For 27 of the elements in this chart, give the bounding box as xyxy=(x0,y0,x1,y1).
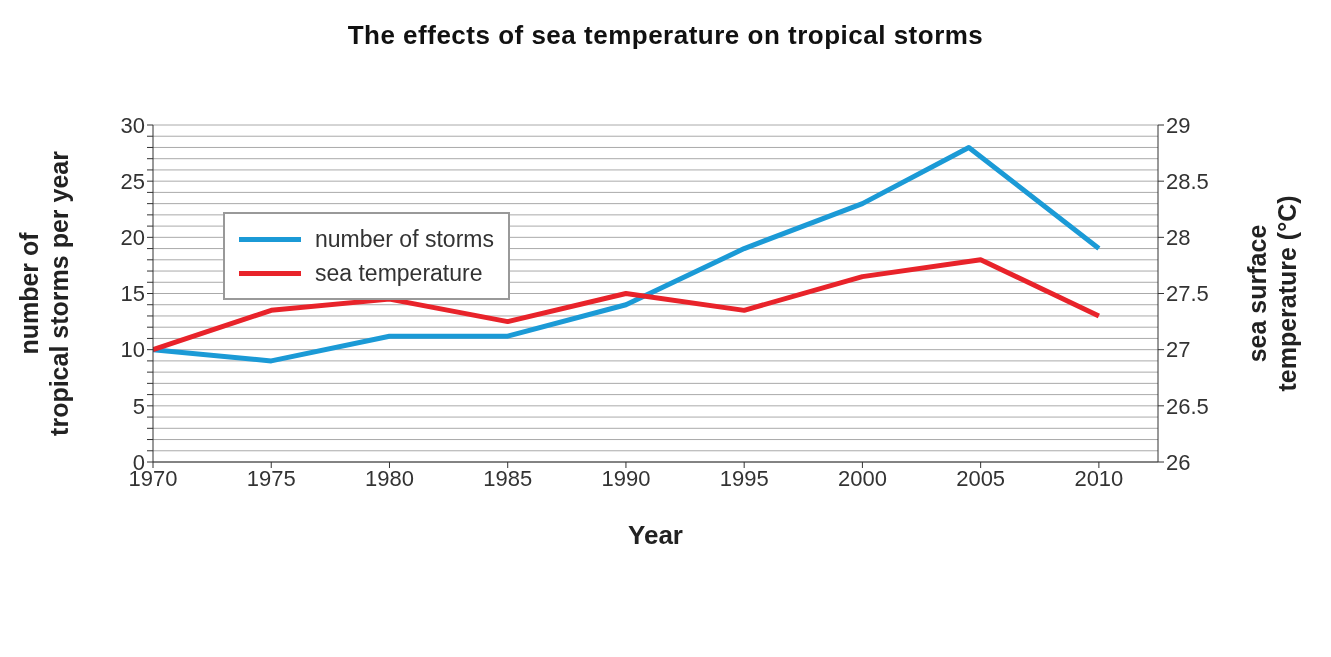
y2-tick-label: 28.5 xyxy=(1166,168,1209,194)
y-tick-label: 20 xyxy=(120,225,145,251)
x-tick-label: 1995 xyxy=(719,465,769,491)
y-tick-label: 25 xyxy=(120,168,145,194)
x-tick-label: 2000 xyxy=(837,465,887,491)
y2-tick-label: 29 xyxy=(1166,112,1191,138)
chart-title: The effects of sea temperature on tropical storms xyxy=(346,19,985,52)
x-tick-label: 2005 xyxy=(956,465,1006,491)
y-axis-title: number of tropical storms per year xyxy=(15,150,73,436)
y2-tick-label: 26.5 xyxy=(1166,393,1209,419)
y-tick-label: 30 xyxy=(120,112,145,138)
x-tick-label: 2010 xyxy=(1074,465,1124,491)
legend-label: number of storms xyxy=(315,225,494,253)
y2-tick-label: 26 xyxy=(1166,449,1191,475)
x-tick-label: 1980 xyxy=(364,465,414,491)
x-axis-title: Year xyxy=(628,520,683,550)
legend-label: sea temperature xyxy=(315,259,483,287)
x-tick-label: 1985 xyxy=(483,465,533,491)
y2-tick-label: 28 xyxy=(1166,225,1191,251)
x-tick-label: 1990 xyxy=(601,465,651,491)
y-tick-label: 15 xyxy=(120,281,145,307)
x-tick-label: 1975 xyxy=(246,465,296,491)
y2-tick-label: 27 xyxy=(1166,337,1191,363)
y2-axis-title: sea surface temperature (°C) xyxy=(1243,195,1301,392)
y-tick-label: 5 xyxy=(132,393,145,419)
y2-tick-label: 27.5 xyxy=(1166,281,1209,307)
y-tick-label: 10 xyxy=(120,337,145,363)
